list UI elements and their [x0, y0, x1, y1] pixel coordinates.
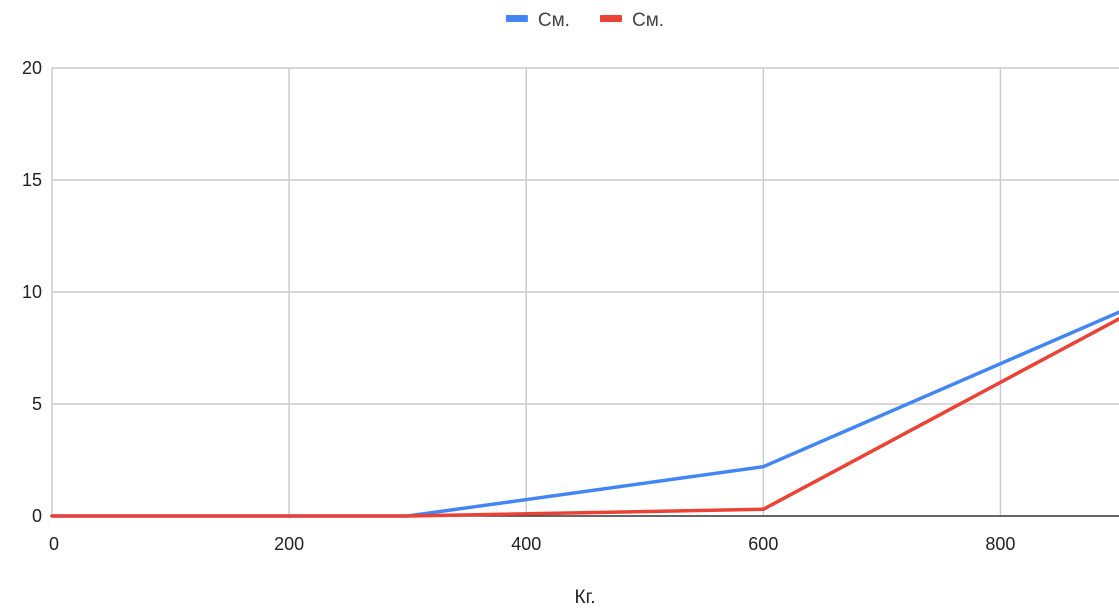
legend-swatch: [600, 15, 622, 22]
x-tick-label: 800: [985, 534, 1015, 554]
x-tick-label: 0: [49, 534, 59, 554]
x-tick-label: 400: [511, 534, 541, 554]
legend: См. См.: [505, 10, 664, 31]
series-lines: [50, 310, 1119, 518]
x-tick-label: 200: [274, 534, 304, 554]
legend-item-1: См.: [505, 10, 570, 31]
legend-swatch: [505, 15, 528, 22]
x-tick-label: 600: [748, 534, 778, 554]
y-tick-label: 5: [32, 394, 42, 414]
y-tick-label: 20: [22, 58, 42, 78]
series-line-1: [50, 310, 1119, 518]
legend-label: См.: [538, 10, 570, 31]
series-line-2: [50, 317, 1119, 518]
grid: [51, 67, 1119, 517]
y-tick-label: 15: [22, 170, 42, 190]
legend-item-2: См.: [600, 10, 664, 31]
legend-label: См.: [632, 10, 664, 31]
y-tick-label: 0: [32, 506, 42, 526]
y-tick-label: 10: [22, 282, 42, 302]
x-axis-title: Кг.: [575, 587, 596, 608]
